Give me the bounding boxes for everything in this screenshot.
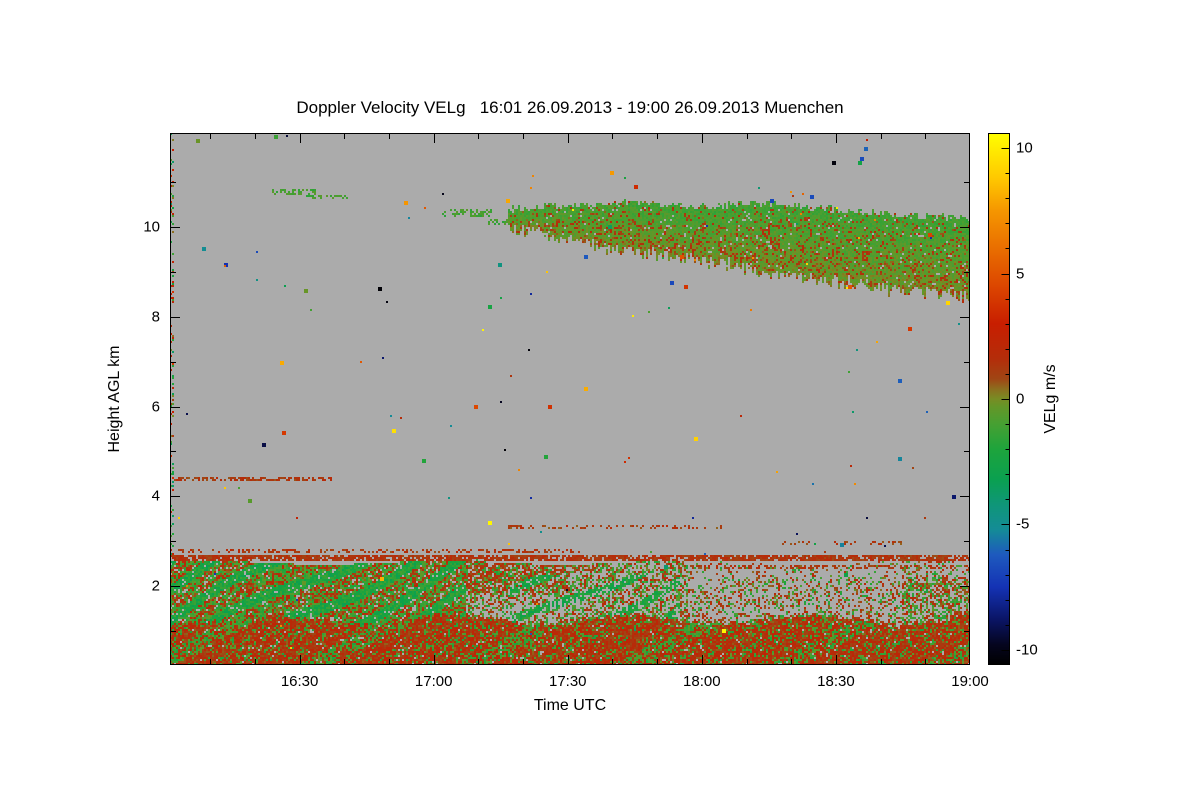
colorbar-tick-label: -5: [1016, 515, 1030, 533]
y-tick-label: 2: [151, 577, 160, 595]
x-tick-label: 17:30: [548, 673, 587, 690]
x-tick-label: 18:30: [817, 673, 855, 690]
x-tick-label: 17:00: [414, 673, 453, 690]
colorbar-tick-label: 5: [1016, 265, 1025, 283]
colorbar-tick-label: 0: [1016, 390, 1025, 408]
y-tick-label: 8: [151, 308, 160, 326]
colorbar-tick-label: -10: [1016, 641, 1038, 659]
colorbar-label: VELg m/s: [1042, 364, 1059, 434]
colorbar-tick-label: 10: [1016, 139, 1033, 157]
x-axis-label: Time UTC: [533, 697, 607, 714]
chart-title: Doppler Velocity VELg 16:01 26.09.2013 -…: [296, 98, 844, 117]
x-tick-label: 16:30: [280, 673, 319, 690]
x-tick-label: 19:00: [951, 673, 989, 690]
colorbar-canvas: [988, 133, 1010, 665]
y-tick-label: 6: [151, 398, 160, 416]
y-tick-label: 10: [143, 218, 160, 236]
x-tick-label: 18:00: [683, 673, 721, 690]
y-tick-label: 4: [151, 487, 160, 505]
heatmap-canvas: [170, 133, 970, 665]
